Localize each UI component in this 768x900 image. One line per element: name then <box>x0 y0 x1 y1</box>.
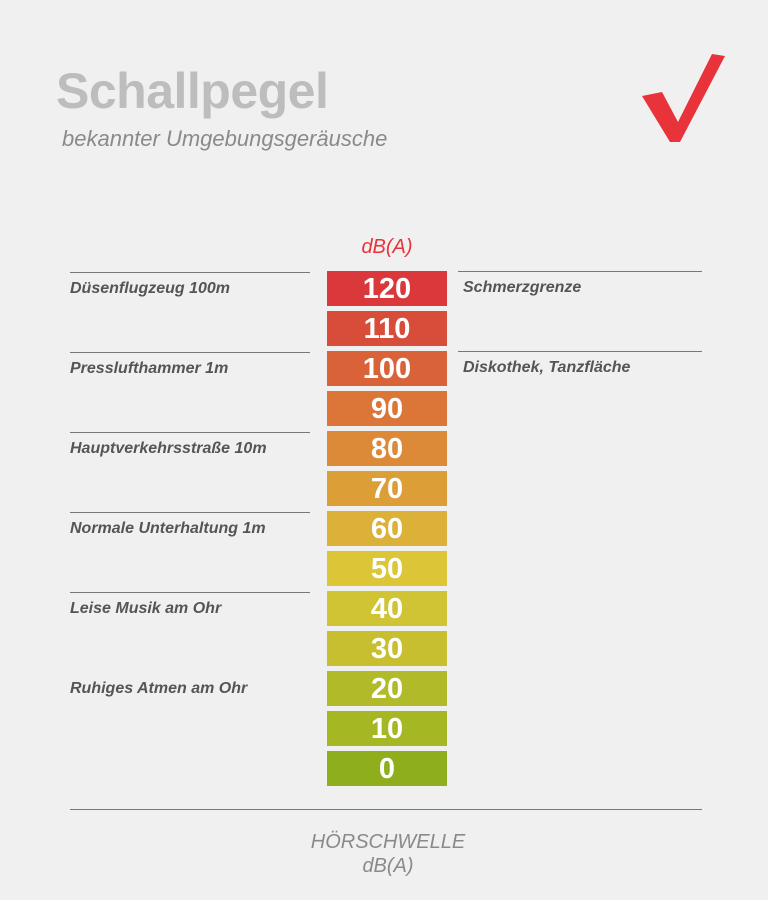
scale-block-40: 40 <box>327 591 447 626</box>
scale-block-10: 10 <box>327 711 447 746</box>
scale-block-70: 70 <box>327 471 447 506</box>
left-label: Hauptverkehrsstraße 10m <box>70 440 267 457</box>
left-divider <box>70 272 310 273</box>
right-label: Diskothek, Tanzfläche <box>463 359 631 376</box>
scale-block-20: 20 <box>327 671 447 706</box>
scale-block-120: 120 <box>327 271 447 306</box>
left-divider <box>70 352 310 353</box>
right-divider <box>458 351 702 352</box>
left-label: Normale Unterhaltung 1m <box>70 520 266 537</box>
scale-block-90: 90 <box>327 391 447 426</box>
scale-block-60: 60 <box>327 511 447 546</box>
checkmark-icon <box>642 54 725 142</box>
right-label: Schmerzgrenze <box>463 279 582 296</box>
scale-block-50: 50 <box>327 551 447 586</box>
left-label: Leise Musik am Ohr <box>70 600 222 617</box>
hearing-threshold-label: HÖRSCHWELLE dB(A) <box>0 830 768 878</box>
divider <box>70 809 702 810</box>
scale-block-110: 110 <box>327 311 447 346</box>
hearing-threshold-unit: dB(A) <box>362 855 414 877</box>
page-title: Schallpegel <box>56 63 329 119</box>
hearing-threshold-title: HÖRSCHWELLE <box>310 831 466 853</box>
left-divider <box>70 512 310 513</box>
scale-block-0: 0 <box>327 751 447 786</box>
left-divider <box>70 432 310 433</box>
scale-block-100: 100 <box>327 351 447 386</box>
scale-block-30: 30 <box>327 631 447 666</box>
left-label: Düsenflugzeug 100m <box>70 280 231 297</box>
left-divider <box>70 592 310 593</box>
scale-block-80: 80 <box>327 431 447 466</box>
unit-label-top: dB(A) <box>361 236 413 258</box>
right-divider <box>458 271 702 272</box>
page-subtitle: bekannter Umgebungsgeräusche <box>62 126 388 151</box>
left-label: Ruhiges Atmen am Ohr <box>70 680 248 697</box>
left-label: Presslufthammer 1m <box>70 360 229 377</box>
